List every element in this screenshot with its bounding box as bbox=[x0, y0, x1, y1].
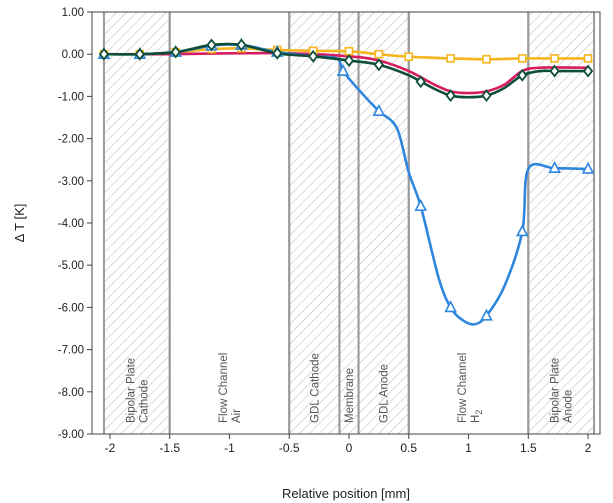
region-label-line: Bipolar Plate bbox=[550, 358, 562, 423]
series-2-point bbox=[414, 198, 428, 211]
region-label: Bipolar PlateAnode bbox=[550, 358, 575, 423]
region-label-line: Flow Channel bbox=[218, 353, 230, 423]
series-3-point bbox=[206, 38, 217, 52]
series-0-point bbox=[482, 54, 491, 64]
region-label-line: GDL Cathode bbox=[309, 353, 321, 423]
y-tick-label: -3.00 bbox=[58, 176, 84, 188]
regions-layer: Bipolar PlateCathode Flow ChannelAir GDL C… bbox=[102, 12, 596, 434]
region-label: Bipolar PlateCathode bbox=[125, 358, 150, 423]
y-tick-label: -2.00 bbox=[58, 134, 84, 146]
x-tick-label: 0.5 bbox=[400, 441, 417, 455]
y-tick-label: -9.00 bbox=[58, 429, 84, 441]
series-3-point bbox=[582, 64, 594, 78]
region-label: Flow ChannelH2 bbox=[457, 353, 484, 423]
region-label: GDL Cathode bbox=[309, 353, 321, 423]
region-label: Flow ChannelAir bbox=[218, 353, 243, 423]
region-0-hatch bbox=[103, 12, 170, 434]
axes-layer: 1.00 0.00 -1.00 -2.00 -3.00 -4.00 -5.00 -6.00 -7… bbox=[58, 7, 592, 455]
x-tick-label: 0 bbox=[346, 441, 353, 455]
series-3-point bbox=[236, 38, 247, 52]
series-2-point bbox=[444, 300, 457, 313]
series-0-point bbox=[404, 52, 414, 62]
region-label-line: H bbox=[470, 415, 482, 423]
series-3-point bbox=[445, 89, 456, 102]
series-3-point bbox=[170, 45, 181, 59]
series-2-point bbox=[372, 103, 386, 116]
x-tick-label: -0.5 bbox=[279, 441, 300, 455]
y-tick-label: -5.00 bbox=[58, 260, 84, 272]
region-label: GDL Anode bbox=[379, 364, 391, 423]
series-2-point bbox=[581, 161, 595, 174]
y-tick-label: -1.00 bbox=[58, 91, 84, 103]
region-label-line: Air bbox=[231, 409, 243, 423]
series-3-point bbox=[307, 49, 319, 63]
series-0-point bbox=[446, 54, 455, 63]
series-0-point bbox=[374, 49, 384, 59]
series-3-point bbox=[373, 58, 385, 72]
region-label-line: Anode bbox=[563, 390, 575, 423]
series-3-point bbox=[517, 68, 528, 82]
region-label: Membrane bbox=[344, 368, 356, 423]
series-3-point bbox=[549, 64, 560, 78]
x-tick-label: 1.5 bbox=[520, 441, 537, 455]
series-3-point bbox=[98, 47, 110, 61]
region-label-subscript: 2 bbox=[474, 410, 484, 415]
series-2-point bbox=[515, 224, 529, 237]
region-label-line: GDL Anode bbox=[379, 364, 391, 423]
x-tick-label: -1 bbox=[224, 441, 235, 455]
region-label-line: Bipolar Plate bbox=[125, 358, 137, 423]
x-tick-label: 1 bbox=[465, 441, 472, 455]
region-label-line: Cathode bbox=[138, 380, 150, 423]
region-2-hatch bbox=[289, 12, 340, 434]
series-0-point bbox=[550, 54, 559, 63]
region-6-hatch bbox=[528, 12, 595, 434]
series-0-point bbox=[583, 54, 593, 63]
y-axis-label: Δ T [K] bbox=[12, 204, 27, 243]
x-axis-label: Relative position [mm] bbox=[282, 486, 410, 501]
series-0-point bbox=[518, 54, 527, 63]
series-3-point bbox=[272, 46, 283, 60]
y-tick-label: 0.00 bbox=[62, 49, 84, 61]
x-tick-label: 2 bbox=[585, 441, 592, 455]
x-tick-label: -2 bbox=[105, 441, 116, 455]
y-tick-label: -8.00 bbox=[58, 387, 84, 399]
region-3-hatch bbox=[339, 12, 359, 434]
region-4-hatch bbox=[358, 12, 409, 434]
y-tick-label: 1.00 bbox=[62, 7, 84, 19]
region-label-line: Membrane bbox=[344, 368, 356, 423]
y-tick-label: -4.00 bbox=[58, 218, 84, 230]
series-2-point bbox=[548, 160, 561, 173]
series-0-point bbox=[344, 46, 354, 56]
series-1-line bbox=[103, 51, 589, 95]
region-label-line: Flow Channel bbox=[457, 353, 469, 423]
series-2-point bbox=[336, 63, 350, 76]
series-3-point bbox=[343, 54, 355, 67]
y-tick-label: -7.00 bbox=[58, 345, 84, 357]
series-2-point bbox=[480, 308, 493, 321]
markers-layer bbox=[97, 37, 595, 321]
series-3-point bbox=[415, 75, 426, 89]
series-3-point bbox=[481, 89, 492, 102]
series-3-point bbox=[134, 47, 145, 61]
x-tick-label: -1.5 bbox=[159, 441, 180, 455]
y-tick-label: -6.00 bbox=[58, 302, 84, 314]
